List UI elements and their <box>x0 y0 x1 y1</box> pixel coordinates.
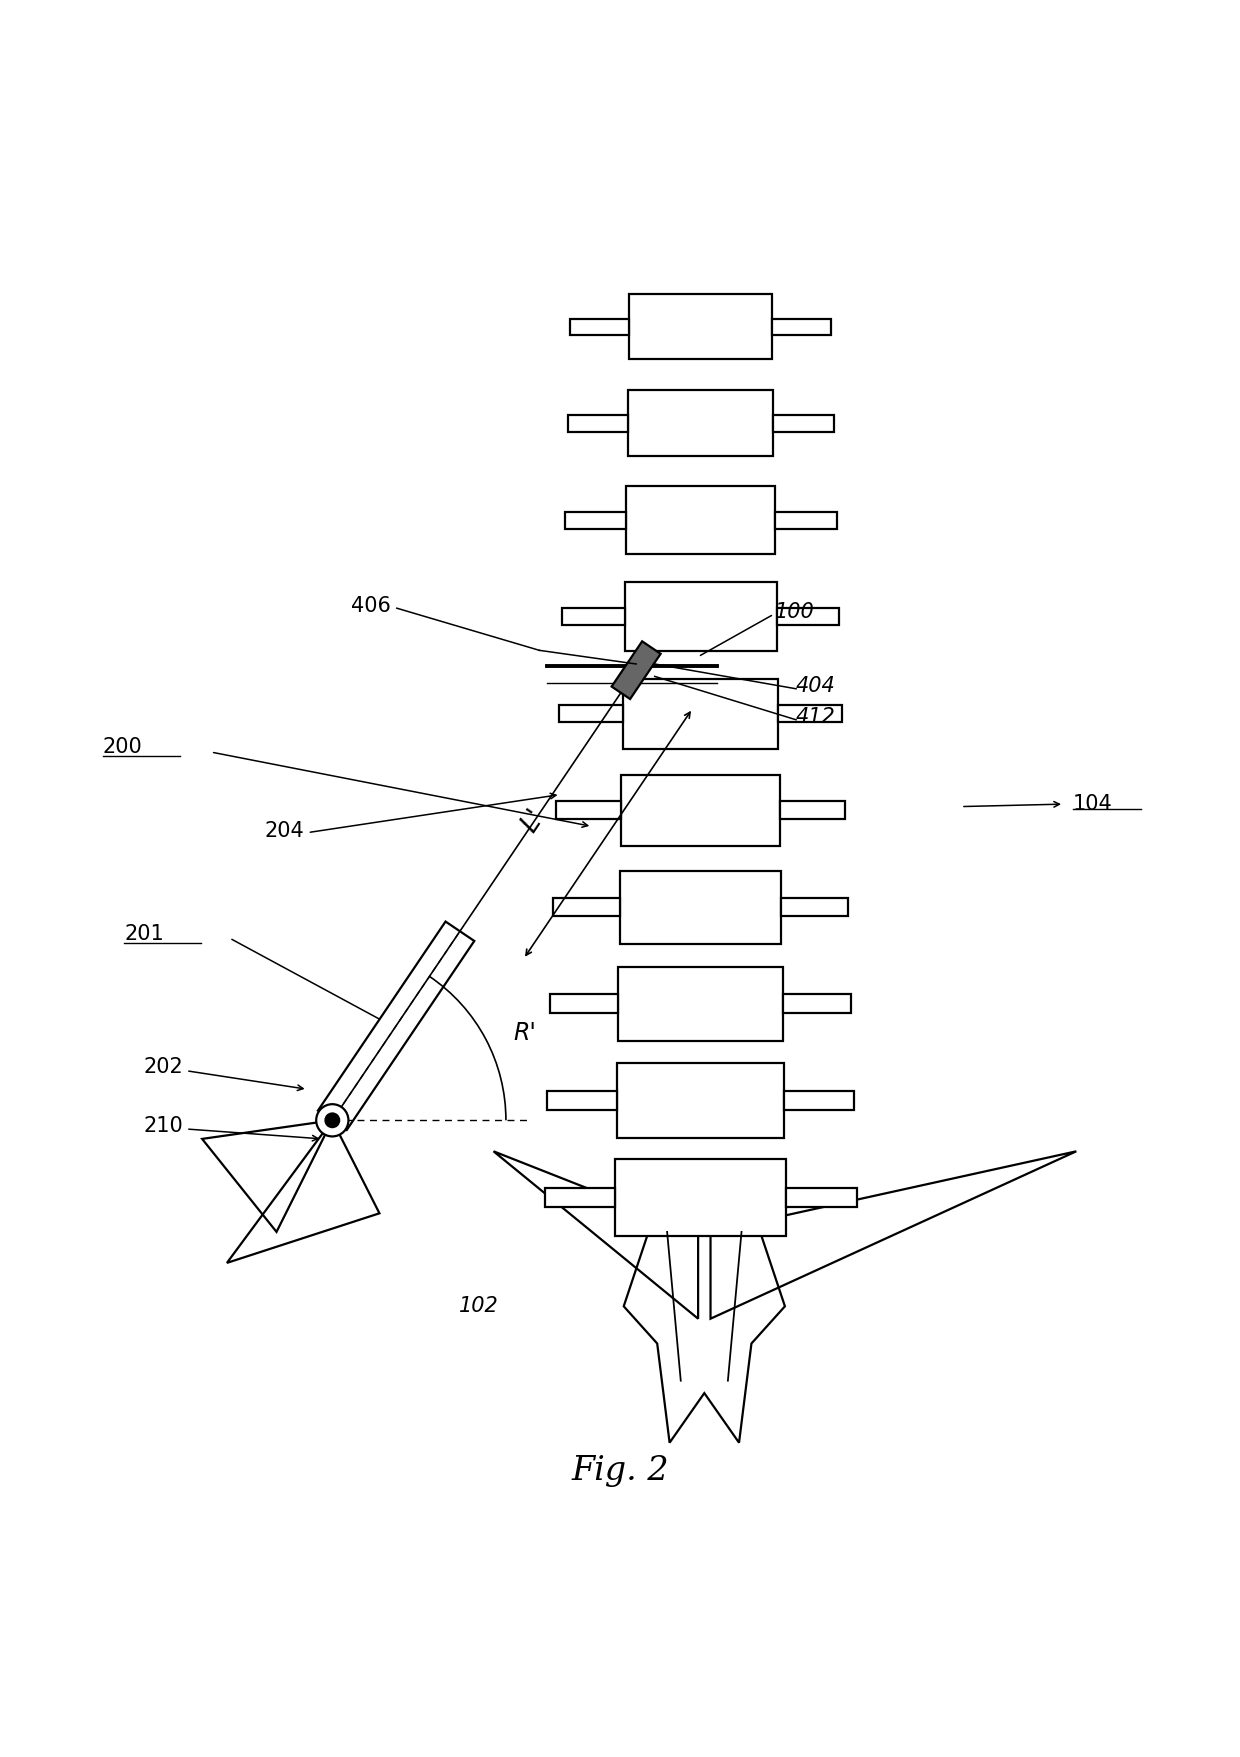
Bar <box>616 1063 785 1139</box>
Bar <box>562 608 625 625</box>
Polygon shape <box>317 921 475 1130</box>
Bar <box>780 801 846 819</box>
Text: 100: 100 <box>775 603 815 622</box>
Polygon shape <box>611 641 661 699</box>
Text: R': R' <box>513 1021 536 1045</box>
Bar <box>615 1158 786 1235</box>
Circle shape <box>316 1103 348 1137</box>
Bar <box>625 583 776 652</box>
Text: L': L' <box>517 805 551 838</box>
Bar <box>771 318 831 336</box>
Bar <box>775 511 837 529</box>
Text: 200: 200 <box>103 736 143 757</box>
Text: 406: 406 <box>351 596 391 615</box>
Bar <box>779 705 842 722</box>
Bar <box>785 1091 853 1110</box>
Bar <box>553 898 620 915</box>
Bar <box>559 705 622 722</box>
Bar <box>551 994 619 1014</box>
Bar <box>782 994 851 1014</box>
Text: 201: 201 <box>124 924 164 944</box>
Text: 202: 202 <box>144 1058 184 1077</box>
Bar <box>776 608 839 625</box>
Bar <box>620 870 781 944</box>
Text: Fig. 2: Fig. 2 <box>572 1455 668 1486</box>
Bar <box>564 511 626 529</box>
Circle shape <box>325 1112 340 1128</box>
Text: 102: 102 <box>459 1297 498 1316</box>
Bar <box>544 1188 615 1207</box>
Bar <box>622 678 779 748</box>
Bar <box>629 295 771 358</box>
Text: 412: 412 <box>796 708 836 727</box>
Bar <box>570 318 629 336</box>
Bar <box>626 487 775 553</box>
Bar <box>786 1188 857 1207</box>
Bar <box>627 390 774 457</box>
Bar <box>619 966 782 1040</box>
Bar <box>556 801 621 819</box>
Bar <box>781 898 848 915</box>
Bar <box>621 775 780 847</box>
Text: 204: 204 <box>264 821 304 842</box>
Bar <box>774 415 833 432</box>
Text: 104: 104 <box>1073 794 1112 813</box>
Text: 404: 404 <box>796 676 836 696</box>
Bar <box>568 415 627 432</box>
Bar <box>548 1091 616 1110</box>
Text: 210: 210 <box>144 1116 184 1137</box>
